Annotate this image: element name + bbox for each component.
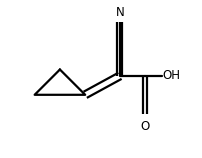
Text: N: N bbox=[116, 6, 124, 19]
Text: OH: OH bbox=[163, 69, 181, 82]
Text: O: O bbox=[141, 120, 150, 133]
